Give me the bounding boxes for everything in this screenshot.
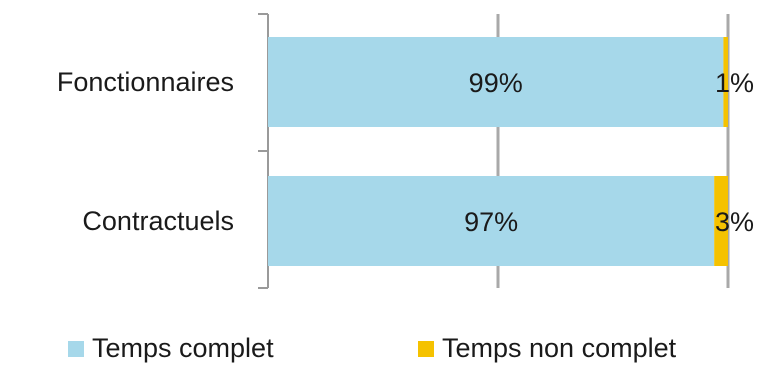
- legend-swatch-1: [418, 341, 434, 357]
- bars: [268, 37, 728, 266]
- bar-0-series-1: [723, 37, 728, 127]
- bar-1-series-0: [268, 176, 715, 266]
- bar-1-series-1: [714, 176, 728, 266]
- data-label-0-series-0: 99%: [469, 68, 523, 98]
- data-label-1-series-1: 3%: [715, 207, 754, 237]
- legend-label-1: Temps non complet: [442, 333, 677, 363]
- category-label-1: Contractuels: [82, 206, 234, 236]
- labels: Fonctionnaires 99% 1% Contractuels 97% 3%: [57, 67, 754, 237]
- legend: Temps complet Temps non complet: [68, 333, 677, 363]
- category-axis: [258, 13, 269, 289]
- data-label-1-series-0: 97%: [464, 207, 518, 237]
- legend-label-0: Temps complet: [92, 333, 274, 363]
- category-label-0: Fonctionnaires: [57, 67, 234, 97]
- legend-swatch-0: [68, 341, 84, 357]
- data-label-0-series-1: 1%: [715, 68, 754, 98]
- bar-0-series-0: [268, 37, 724, 127]
